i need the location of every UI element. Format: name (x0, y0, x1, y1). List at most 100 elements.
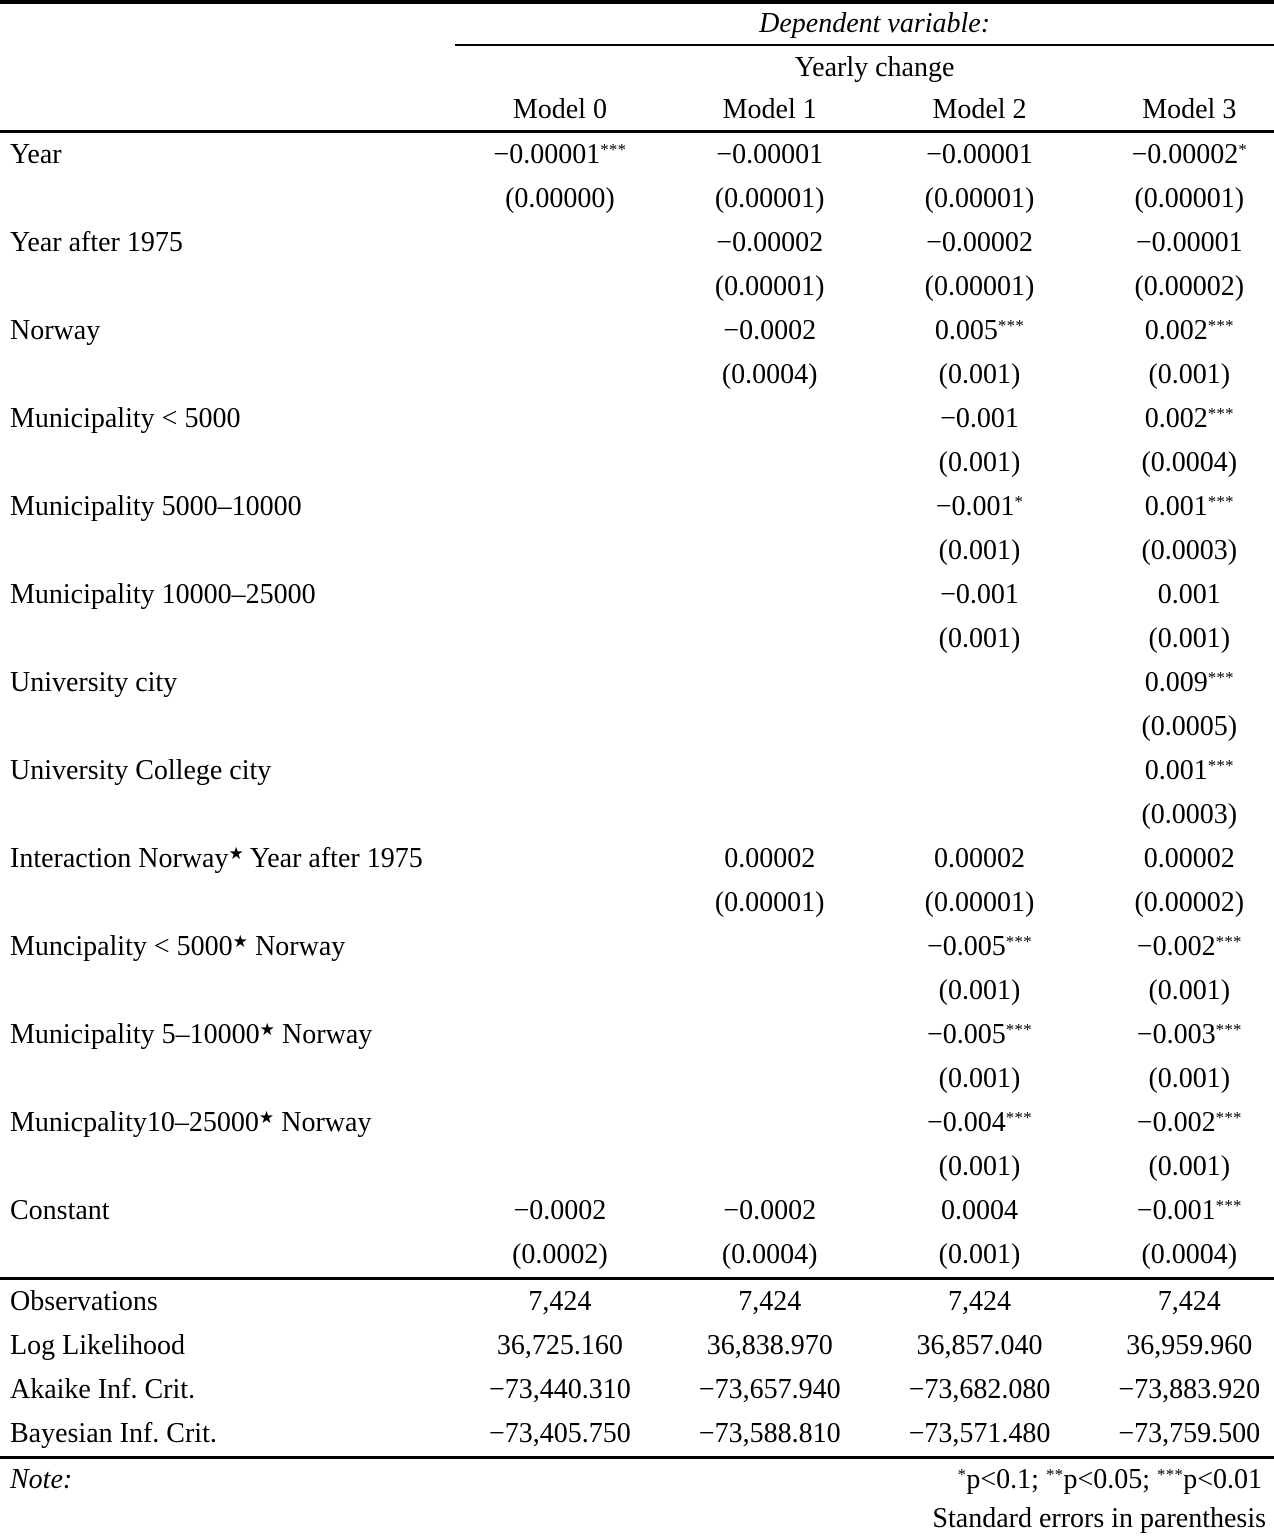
stat-value: 7,424 (738, 1286, 802, 1317)
stat-value: 36,857.040 (916, 1330, 1043, 1361)
coef-value: −0.005*** (927, 931, 1032, 962)
standard-errors-note: Standard errors in parenthesis (932, 1502, 1266, 1534)
table-row-se: (0.0005) (0, 705, 1274, 749)
se-note-row: Standard errors in parenthesis (0, 1501, 1274, 1536)
stat-value: −73,759.500 (1118, 1418, 1261, 1449)
table-row: Municipality < 5000 −0.001 0.002*** (0, 397, 1274, 441)
stat-value: −73,405.750 (489, 1418, 631, 1449)
se-value: (0.00001) (924, 183, 1035, 214)
se-value: (0.00002) (1134, 887, 1245, 918)
header-rule (0, 130, 1274, 133)
stat-value: −73,883.920 (1118, 1374, 1261, 1405)
coef-value: 0.001 (1157, 579, 1221, 610)
se-value: (0.0002) (512, 1239, 608, 1270)
se-value: (0.0004) (721, 1239, 818, 1270)
se-value: (0.001) (938, 535, 1021, 566)
stat-value: −73,682.080 (908, 1374, 1051, 1405)
variable-label: Norway (10, 315, 101, 346)
stats-row: Log Likelihood 36,725.160 36,838.970 36,857… (0, 1324, 1274, 1368)
table-row-se: (0.0004) (0.001) (0.001) (0, 353, 1274, 397)
dependent-variable-name-row: Yearly change (0, 46, 1274, 90)
model-header-2: Model 2 (932, 94, 1027, 125)
stats-rule (0, 1277, 1274, 1280)
table-row-se: (0.0003) (0, 793, 1274, 837)
stat-value: −73,657.940 (698, 1374, 841, 1405)
stat-value: −73,588.810 (698, 1418, 841, 1449)
stats-table-body: Observations 7,424 7,424 7,424 7,424 Log Like… (0, 1280, 1274, 1456)
variable-label: Municpality10–25000★ Norway (10, 1107, 372, 1138)
coefficient-table-body: Year −0.00001*** −0.00001 −0.00001 −0.00002*… (0, 133, 1274, 1277)
stat-label: Akaike Inf. Crit. (10, 1374, 196, 1405)
se-value: (0.001) (938, 1239, 1021, 1270)
variable-label: Muncipality < 5000★ Norway (10, 931, 346, 962)
table-row-se: (0.001) (0.001) (0, 617, 1274, 661)
coef-value: −0.001*** (1136, 1195, 1242, 1226)
coef-value: −0.005*** (927, 1019, 1032, 1050)
top-rule (0, 0, 1274, 4)
variable-label: Constant (10, 1195, 110, 1226)
stat-value: 7,424 (528, 1286, 592, 1317)
variable-label: Year (10, 139, 62, 170)
se-value: (0.001) (1148, 1063, 1231, 1094)
se-value: (0.00001) (924, 887, 1035, 918)
se-value: (0.001) (938, 447, 1021, 478)
stat-value: 36,959.960 (1126, 1330, 1253, 1361)
se-value: (0.001) (1148, 1151, 1231, 1182)
se-value: (0.0004) (1141, 1239, 1238, 1270)
coef-value: −0.001* (935, 491, 1024, 522)
table-row: Municipality 5–10000★ Norway −0.005*** −0.… (0, 1013, 1274, 1057)
se-value: (0.0004) (1141, 447, 1238, 478)
coef-value: −0.00001 (1135, 227, 1243, 258)
se-value: (0.00001) (714, 271, 825, 302)
coef-value: 0.009*** (1144, 667, 1234, 698)
variable-label: Municipality 5000–10000 (10, 491, 302, 522)
table-row: University city 0.009*** (0, 661, 1274, 705)
coef-value: −0.00002 (926, 227, 1033, 258)
coef-value: −0.001 (940, 403, 1019, 434)
se-value: (0.00001) (714, 887, 825, 918)
se-value: (0.00001) (924, 271, 1035, 302)
coef-value: 0.001*** (1144, 755, 1234, 786)
se-value: (0.001) (938, 623, 1021, 654)
stat-value: 7,424 (1157, 1286, 1221, 1317)
stat-value: 7,424 (947, 1286, 1011, 1317)
note-label: Note: (10, 1464, 73, 1495)
se-value: (0.00000) (505, 183, 615, 214)
stat-value: 36,838.970 (706, 1330, 833, 1361)
se-value: (0.0004) (721, 359, 818, 390)
coef-value: −0.001 (940, 579, 1019, 610)
model-header-3: Model 3 (1142, 94, 1237, 125)
stat-label: Log Likelihood (10, 1330, 185, 1361)
stat-value: −73,571.480 (908, 1418, 1051, 1449)
coef-value: −0.0002 (723, 315, 817, 346)
table-row: Municipality 10000–25000 −0.001 0.001 (0, 573, 1274, 617)
table-row: Municipality 5000–10000 −0.001* 0.001*** (0, 485, 1274, 529)
se-value: (0.00002) (1134, 271, 1245, 302)
model-header-row: Model 0 Model 1 Model 2 Model 3 (0, 90, 1274, 130)
se-value: (0.001) (938, 975, 1021, 1006)
coef-value: 0.002*** (1144, 403, 1234, 434)
coef-value: −0.00001*** (493, 139, 627, 170)
stat-value: 36,725.160 (496, 1330, 623, 1361)
coef-value: 0.002*** (1144, 315, 1234, 346)
variable-label: University city (10, 667, 178, 698)
coef-value: 0.005*** (934, 315, 1025, 346)
table-row-se: (0.00000) (0.00001) (0.00001) (0.00001) (0, 177, 1274, 221)
se-value: (0.001) (938, 1063, 1021, 1094)
table-row-se: (0.001) (0.001) (0, 1057, 1274, 1101)
se-value: (0.001) (938, 359, 1021, 390)
table-row: Muncipality < 5000★ Norway −0.005*** −0.00… (0, 925, 1274, 969)
note-row: Note: *p<0.1; **p<0.05; ***p<0.01 (0, 1459, 1274, 1501)
table-row: Constant −0.0002 −0.0002 0.0004 −0.001*** (0, 1189, 1274, 1233)
coef-value: −0.00001 (926, 139, 1033, 170)
coef-value: 0.001*** (1144, 491, 1234, 522)
coef-value: −0.002*** (1136, 1107, 1242, 1138)
se-value: (0.001) (938, 1151, 1021, 1182)
stat-value: −73,440.310 (489, 1374, 631, 1405)
table-row-se: (0.0002) (0.0004) (0.001) (0.0004) (0, 1233, 1274, 1277)
coef-value: −0.0002 (723, 1195, 817, 1226)
se-value: (0.0003) (1141, 535, 1238, 566)
stat-label: Bayesian Inf. Crit. (10, 1418, 217, 1449)
se-value: (0.001) (1148, 359, 1231, 390)
